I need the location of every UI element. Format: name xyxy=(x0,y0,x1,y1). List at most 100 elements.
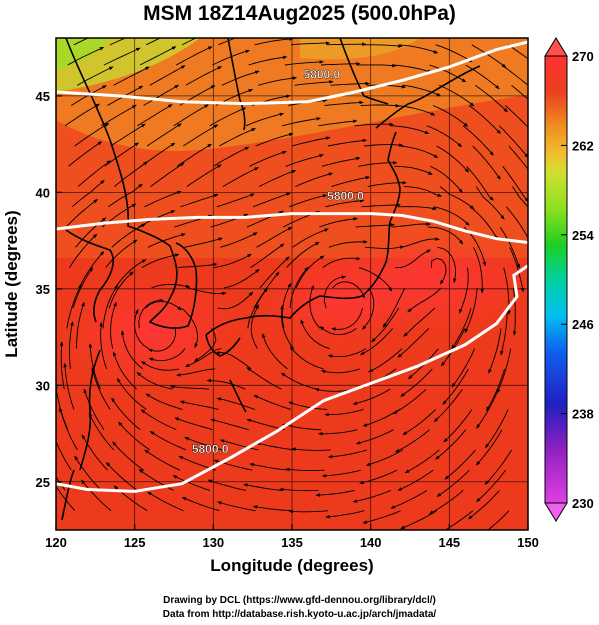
streamline xyxy=(81,434,108,471)
streamline xyxy=(258,76,298,86)
streamline xyxy=(144,190,182,208)
streamline xyxy=(63,362,75,410)
streamline xyxy=(499,226,520,269)
streamline xyxy=(249,150,287,167)
streamline xyxy=(318,119,358,127)
streamline xyxy=(314,388,354,392)
streamline xyxy=(186,164,222,187)
streamline xyxy=(56,384,69,430)
streamline xyxy=(136,371,173,390)
streamline xyxy=(331,307,363,331)
streamline xyxy=(365,449,404,466)
streamline xyxy=(149,65,186,86)
streamline xyxy=(83,388,105,430)
colorbar-top-arrow xyxy=(544,37,568,57)
streamline xyxy=(118,421,151,451)
credit-data: Data from http://database.rish.kyoto-u.a… xyxy=(162,609,437,620)
streamline xyxy=(223,268,260,289)
streamline xyxy=(291,447,331,451)
streamline xyxy=(72,266,94,309)
colorbar-tick-label: 270 xyxy=(572,49,594,64)
streamline xyxy=(430,257,447,285)
streamline xyxy=(74,122,110,147)
streamline xyxy=(484,449,512,485)
streamline xyxy=(111,223,146,248)
contour-label: 5800.0 xyxy=(327,189,364,203)
streamline xyxy=(105,239,138,268)
streamline xyxy=(471,44,507,68)
streamline xyxy=(140,409,177,431)
streamline xyxy=(429,64,467,83)
streamline xyxy=(110,123,146,147)
streamline xyxy=(219,128,257,147)
streamline xyxy=(464,287,478,334)
streamline xyxy=(435,429,467,460)
plot-area: 5800.0 5800.0 5800.0 xyxy=(56,38,528,530)
streamline xyxy=(214,253,252,269)
streamline xyxy=(429,490,464,515)
streamline xyxy=(360,103,401,108)
streamline xyxy=(252,505,292,512)
streamline xyxy=(358,267,393,292)
streamline xyxy=(173,104,209,127)
streamline xyxy=(59,341,65,390)
streamline xyxy=(247,287,268,329)
streamline xyxy=(141,253,180,268)
streamline xyxy=(444,449,476,480)
streamline xyxy=(400,368,433,397)
streamline xyxy=(321,156,361,167)
streamline xyxy=(73,38,90,46)
streamline xyxy=(181,307,199,349)
streamline xyxy=(179,400,219,410)
streamline xyxy=(458,267,469,314)
colorbar-tick-label: 262 xyxy=(572,138,594,153)
streamline xyxy=(217,291,254,310)
streamline xyxy=(475,84,508,113)
x-tick-label: 125 xyxy=(124,535,146,550)
streamline xyxy=(501,64,528,86)
streamline xyxy=(295,255,325,289)
streamline xyxy=(169,384,210,390)
streamline xyxy=(141,361,179,371)
contour-5800 xyxy=(56,212,528,244)
streamline xyxy=(175,46,213,66)
streamline xyxy=(103,47,141,66)
streamline xyxy=(315,489,355,497)
streamline xyxy=(174,417,213,431)
streamline xyxy=(485,409,509,449)
streamline xyxy=(451,307,472,350)
streamline xyxy=(218,38,238,46)
streamline xyxy=(426,125,463,148)
streamline xyxy=(404,449,440,474)
streamline xyxy=(402,84,442,97)
streamline xyxy=(393,64,433,74)
streamline xyxy=(284,60,325,66)
streamline xyxy=(291,136,331,147)
streamline xyxy=(81,479,112,512)
streamline xyxy=(318,429,358,436)
streamline xyxy=(488,328,502,374)
streamline xyxy=(286,241,320,268)
colorbar-tick-label: 238 xyxy=(572,407,594,422)
streamline xyxy=(143,84,180,106)
streamline xyxy=(246,418,285,431)
streamline xyxy=(144,449,181,471)
streamline xyxy=(391,222,431,228)
streamline xyxy=(146,123,182,147)
streamline xyxy=(108,271,134,309)
streamline xyxy=(382,287,406,328)
contour-5800 xyxy=(56,264,528,493)
streamline xyxy=(176,143,212,167)
streamline xyxy=(365,245,405,249)
x-tick-label: 140 xyxy=(360,535,382,550)
streamline xyxy=(254,38,294,46)
streamline xyxy=(139,46,177,66)
streamline xyxy=(294,80,334,86)
streamline xyxy=(140,142,176,167)
streamline xyxy=(289,194,328,208)
streamline xyxy=(77,66,114,86)
streamline xyxy=(69,321,74,369)
streamline xyxy=(255,132,294,147)
streamline xyxy=(216,193,255,208)
y-tick-label: 25 xyxy=(36,475,50,490)
